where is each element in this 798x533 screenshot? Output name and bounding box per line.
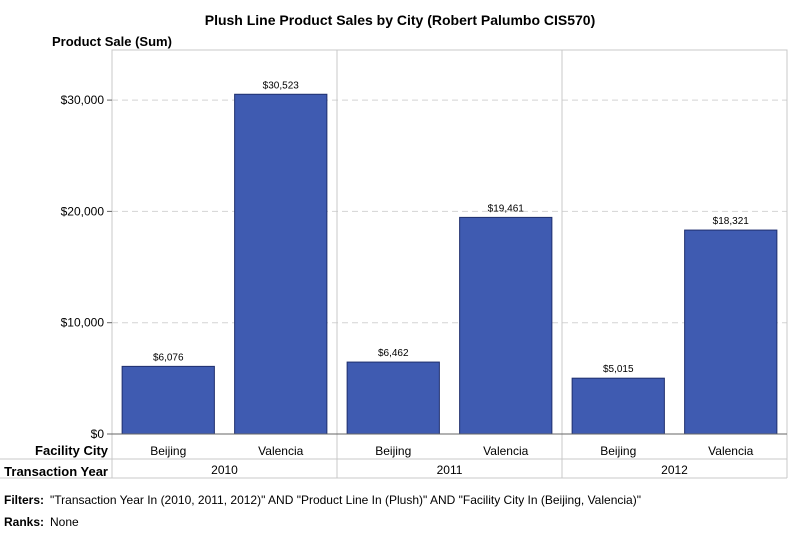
x-tick-label: Valencia [708, 444, 753, 458]
x-tick-label: Beijing [600, 444, 636, 458]
group-label: 2011 [437, 463, 463, 477]
data-label: $6,462 [378, 348, 409, 359]
y-tick-label: $20,000 [61, 204, 105, 218]
ranks-text: None [50, 515, 79, 529]
data-label: $6,076 [153, 352, 184, 363]
bar [459, 216, 553, 435]
bar [234, 93, 328, 435]
chart-title: Plush Line Product Sales by City (Robert… [205, 12, 596, 28]
bar [684, 229, 778, 435]
transaction-year-axis-label: Transaction Year [4, 464, 108, 479]
y-axis-label: Product Sale (Sum) [52, 34, 172, 49]
bar [121, 365, 215, 435]
facility-city-axis-label: Facility City [35, 443, 109, 458]
grid-lines [112, 99, 787, 324]
x-tick-label: Beijing [375, 444, 411, 458]
x-tick-label: Valencia [258, 444, 303, 458]
bars: $6,076 $30,523 $6,462 $19,461 $5,015 $18,321 [121, 80, 778, 435]
filters-text: "Transaction Year In (2010, 2011, 2012)"… [50, 493, 641, 507]
filters-label: Filters: [4, 493, 45, 507]
ranks-line: Ranks: None [4, 515, 79, 529]
bar [571, 377, 665, 435]
x-tick-label: Valencia [483, 444, 528, 458]
data-label: $19,461 [488, 203, 525, 214]
bar-chart: Plush Line Product Sales by City (Robert… [0, 12, 788, 479]
data-label: $5,015 [603, 364, 634, 375]
axes: $0 $10,000 $20,000 $30,000 Beijing Valencia 20… [61, 93, 787, 477]
x-tick-label: Beijing [150, 444, 186, 458]
bar [346, 361, 440, 435]
y-tick-label: $10,000 [61, 316, 105, 330]
y-tick-label: $30,000 [61, 93, 105, 107]
ranks-label: Ranks: [4, 515, 45, 529]
filters-line: Filters: "Transaction Year In (2010, 2011… [4, 493, 641, 507]
group-label: 2010 [211, 463, 238, 477]
group-label: 2012 [661, 463, 688, 477]
data-label: $18,321 [713, 216, 750, 227]
y-tick-label: $0 [91, 427, 105, 441]
data-label: $30,523 [263, 80, 300, 91]
